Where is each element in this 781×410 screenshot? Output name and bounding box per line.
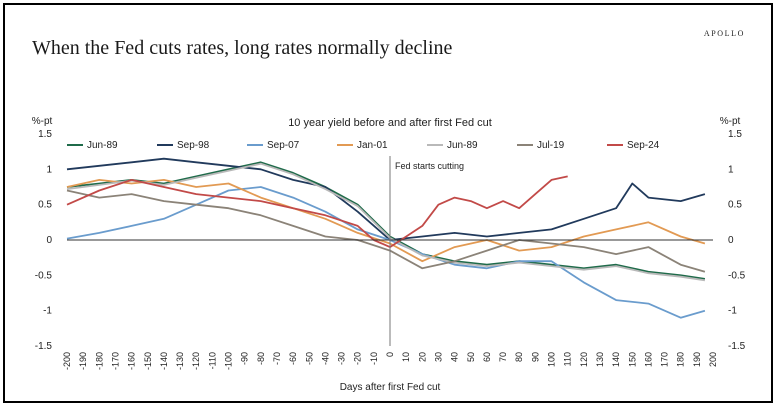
series-layer	[66, 157, 706, 319]
x-tick-label: 80	[514, 352, 524, 362]
y-tick-label-left: 1.5	[38, 129, 52, 140]
legend-label-6: Sep-24	[627, 140, 660, 151]
x-tick-label: -30	[337, 352, 347, 365]
x-tick-label: 140	[611, 352, 621, 367]
legend-label-4: Jun-89	[447, 140, 478, 151]
y-tick-label-left: 0	[46, 235, 52, 246]
series-line-1	[66, 157, 706, 241]
x-tick-label: 130	[595, 352, 605, 367]
x-tick-label: 190	[692, 352, 702, 367]
headline: When the Fed cuts rates, long rates norm…	[32, 37, 453, 59]
x-tick-label: -130	[175, 352, 185, 370]
legend: Jun-89 Sep-98 Sep-07 Jan-01 Jun-89 Jul-19 Sep-…	[67, 140, 660, 151]
x-tick-label: -20	[353, 352, 363, 365]
legend-label-1: Sep-98	[177, 140, 210, 151]
y-tick-label-right: 0.5	[728, 200, 742, 211]
x-tick-label: -150	[143, 352, 153, 370]
y-tick-label-left: -1.5	[35, 341, 53, 352]
x-tick-label: -40	[320, 352, 330, 365]
y-tick-label-right: -1	[728, 306, 737, 317]
x-axis-label: Days after first Fed cut	[340, 382, 441, 393]
y-axis-label-right: %-pt	[720, 116, 741, 127]
x-tick-label: -100	[224, 352, 234, 370]
y-tick-label-left: -0.5	[35, 270, 53, 281]
y-tick-label-right: -1.5	[728, 341, 746, 352]
axes-layer: -1.5 -1.5-1 -1-0.5 -0.50 00.5 0.51 11.5 1.5-200…	[35, 129, 746, 370]
x-tick-label: 120	[579, 352, 589, 367]
x-tick-label: 150	[627, 352, 637, 367]
legend-label-2: Sep-07	[267, 140, 300, 151]
x-tick-label: 0	[385, 352, 395, 357]
x-tick-label: 160	[643, 352, 653, 367]
chart-frame: When the Fed cuts rates, long rates norm…	[3, 3, 773, 403]
y-axis-label-left: %-pt	[32, 116, 53, 127]
x-tick-label: 40	[450, 352, 460, 362]
x-tick-label: 100	[547, 352, 557, 367]
x-tick-label: -50	[304, 352, 314, 365]
legend-label-5: Jul-19	[537, 140, 565, 151]
x-tick-label: 20	[417, 352, 427, 362]
x-tick-label: -180	[94, 352, 104, 370]
x-tick-label: 110	[563, 352, 573, 366]
y-tick-label-right: 0	[728, 235, 734, 246]
x-tick-label: -160	[127, 352, 137, 370]
x-tick-label: 170	[660, 352, 670, 367]
x-tick-label: -110	[207, 352, 217, 369]
brand-logo-text: APOLLO	[703, 29, 745, 38]
y-tick-label-right: -0.5	[728, 270, 746, 281]
y-tick-label-right: 1.5	[728, 129, 742, 140]
x-tick-label: 70	[498, 352, 508, 362]
legend-label-0: Jun-89	[87, 140, 118, 151]
x-tick-label: -90	[240, 352, 250, 365]
x-tick-label: 180	[676, 352, 686, 367]
legend-label-3: Jan-01	[357, 140, 388, 151]
x-tick-label: -80	[256, 352, 266, 365]
chart-title: 10 year yield before and after first Fed…	[288, 117, 492, 129]
x-tick-label: -140	[159, 352, 169, 370]
x-tick-label: -70	[272, 352, 282, 365]
x-tick-label: -200	[62, 352, 72, 370]
x-tick-label: 30	[433, 352, 443, 362]
x-tick-label: -120	[191, 352, 201, 370]
x-tick-label: 90	[530, 352, 540, 362]
y-tick-label-left: 0.5	[38, 200, 52, 211]
x-tick-label: -60	[288, 352, 298, 365]
series-line-4	[66, 162, 706, 282]
x-tick-label: -10	[369, 352, 379, 365]
x-tick-label: -190	[78, 352, 88, 370]
fed-cut-annotation: Fed starts cutting	[395, 161, 464, 171]
x-tick-label: 50	[466, 352, 476, 362]
x-tick-label: 60	[482, 352, 492, 362]
x-tick-label: 200	[708, 352, 718, 367]
x-tick-label: 10	[401, 352, 411, 362]
x-tick-label: -170	[110, 352, 120, 370]
y-tick-label-left: 1	[46, 164, 52, 175]
y-tick-label-right: 1	[728, 164, 734, 175]
y-tick-label-left: -1	[43, 306, 52, 317]
